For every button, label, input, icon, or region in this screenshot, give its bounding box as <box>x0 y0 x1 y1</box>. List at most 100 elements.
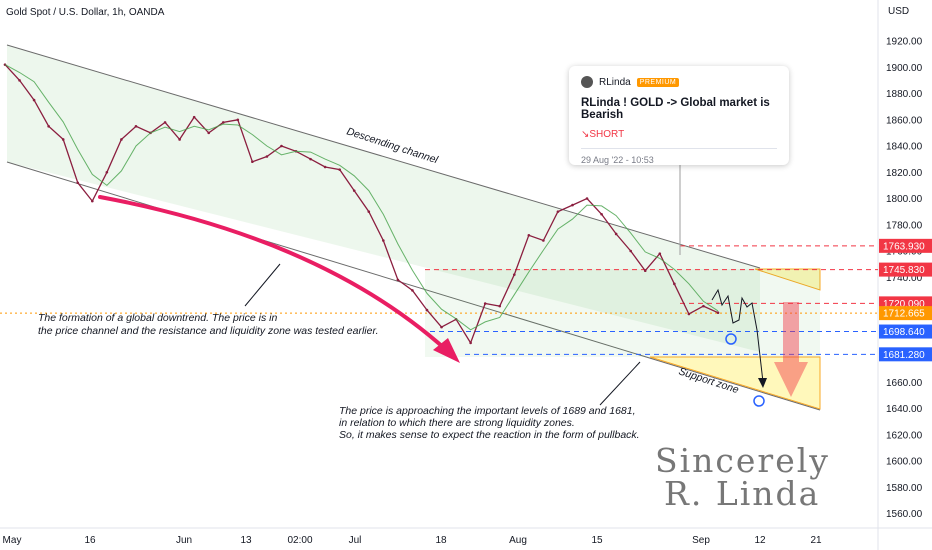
price-point-38 <box>556 210 560 213</box>
y-tick-17: 1900.00 <box>886 63 923 74</box>
note-bottom-pointer <box>599 361 641 406</box>
short-arrow-icon: ↘ <box>581 129 590 140</box>
x-tick-1: 16 <box>84 535 96 546</box>
note-bottom-line-3: So, it makes sense to expect the reactio… <box>339 429 640 441</box>
x-tick-7: Aug <box>509 535 527 546</box>
time-axis[interactable]: May 16 Jun 13 02:00 Jul 18 Aug 15 Sep 12 21 <box>3 535 822 546</box>
idea-card[interactable]: RLinda PREMIUM RLinda ! GOLD -> Global m… <box>569 66 789 165</box>
price-point-26 <box>382 239 385 242</box>
price-point-41 <box>600 212 603 216</box>
chart-title: Gold Spot / U.S. Dollar, 1h, OANDA <box>6 7 165 18</box>
author-name[interactable]: RLinda <box>599 76 631 88</box>
price-point-19 <box>280 144 283 148</box>
target-marker-1 <box>725 333 737 345</box>
price-point-18 <box>265 155 269 158</box>
price-tag-5: 1681.280 <box>883 350 925 361</box>
price-point-49 <box>716 311 720 314</box>
price-point-14 <box>207 131 211 135</box>
channel-fill <box>7 45 760 352</box>
price-point-5 <box>76 181 80 185</box>
author-avatar <box>581 76 593 88</box>
card-divider <box>581 148 777 149</box>
y-tick-2: 1600.00 <box>886 457 923 468</box>
price-point-37 <box>542 239 545 242</box>
x-tick-3: 13 <box>240 535 252 546</box>
currency-label: USD <box>888 6 909 17</box>
signature-line-2: R. Linda <box>664 474 820 513</box>
price-point-25 <box>367 210 371 213</box>
note-left-pointer <box>244 263 281 307</box>
price-point-48 <box>702 304 705 308</box>
x-tick-0: May <box>3 535 22 546</box>
price-point-39 <box>571 203 574 207</box>
y-tick-1: 1580.00 <box>886 483 923 494</box>
price-point-6 <box>91 199 94 203</box>
y-tick-4: 1640.00 <box>886 404 923 415</box>
price-point-16 <box>236 118 240 122</box>
x-tick-4: 02:00 <box>287 535 312 546</box>
x-tick-9: Sep <box>692 535 710 546</box>
resistance-zone <box>754 268 821 291</box>
price-tag-4: 1698.640 <box>883 327 925 338</box>
x-tick-11: 21 <box>810 535 822 546</box>
price-point-2 <box>32 98 36 102</box>
projection-path <box>711 288 764 383</box>
price-point-28 <box>411 289 414 292</box>
note-left-line-2: the price channel and the resistance and… <box>38 325 378 337</box>
y-tick-3: 1620.00 <box>886 430 923 441</box>
price-point-32 <box>469 341 472 345</box>
price-tag-bg-5 <box>879 347 932 362</box>
price-tag-bg-1 <box>879 262 932 277</box>
price-axis[interactable]: 1560.00 1580.00 1600.00 1620.00 1640.00 1660.… <box>886 37 923 521</box>
idea-title[interactable]: RLinda ! GOLD -> Global market is Bearis… <box>581 97 770 121</box>
short-projection-arrow <box>774 302 808 397</box>
y-tick-18: 1920.00 <box>886 37 923 48</box>
y-tick-12: 1800.00 <box>886 194 923 205</box>
price-point-4 <box>61 138 65 141</box>
price-tag-bg-0 <box>879 238 932 253</box>
x-tick-5: Jul <box>349 535 362 546</box>
price-point-7 <box>105 170 109 174</box>
price-tag-3: 1712.665 <box>883 309 925 320</box>
price-line <box>4 64 719 345</box>
x-tick-6: 18 <box>435 535 447 546</box>
price-tag-0: 1763.930 <box>883 241 925 252</box>
price-point-30 <box>440 325 443 329</box>
price-point-3 <box>47 125 50 128</box>
target-marker-2 <box>753 395 765 407</box>
price-point-40 <box>585 197 589 200</box>
y-tick-15: 1860.00 <box>886 115 923 126</box>
price-point-34 <box>498 304 502 308</box>
price-point-21 <box>309 157 312 161</box>
price-point-9 <box>134 125 138 128</box>
idea-date: 29 Aug '22 - 10:53 <box>581 155 654 165</box>
y-tick-14: 1840.00 <box>886 142 923 153</box>
price-point-1 <box>18 79 21 82</box>
y-tick-0: 1560.00 <box>886 509 923 520</box>
short-direction-label: ↘SHORT <box>581 129 777 140</box>
price-point-46 <box>673 282 676 286</box>
price-tag-bg-4 <box>879 324 932 339</box>
price-point-45 <box>658 252 662 255</box>
note-left-line-1: The formation of a global downtrend. The… <box>38 312 277 324</box>
downtrend-arrow-head <box>433 338 460 363</box>
price-point-17 <box>251 160 254 164</box>
price-point-13 <box>192 115 196 119</box>
price-point-42 <box>614 232 618 236</box>
price-point-36 <box>527 233 531 237</box>
price-point-44 <box>643 269 647 272</box>
downtrend-curve-arrow <box>98 195 457 360</box>
y-tick-13: 1820.00 <box>886 168 923 179</box>
price-point-23 <box>338 168 341 171</box>
note-bottom-line-1: The price is approaching the important l… <box>339 405 636 417</box>
price-series-layer <box>3 63 720 345</box>
channel-upper-line <box>6 44 761 269</box>
price-point-27 <box>396 278 400 282</box>
price-point-43 <box>629 249 632 253</box>
price-point-15 <box>221 121 225 124</box>
drawings-layer <box>98 165 808 407</box>
price-point-12 <box>178 138 181 141</box>
price-point-35 <box>512 273 516 276</box>
